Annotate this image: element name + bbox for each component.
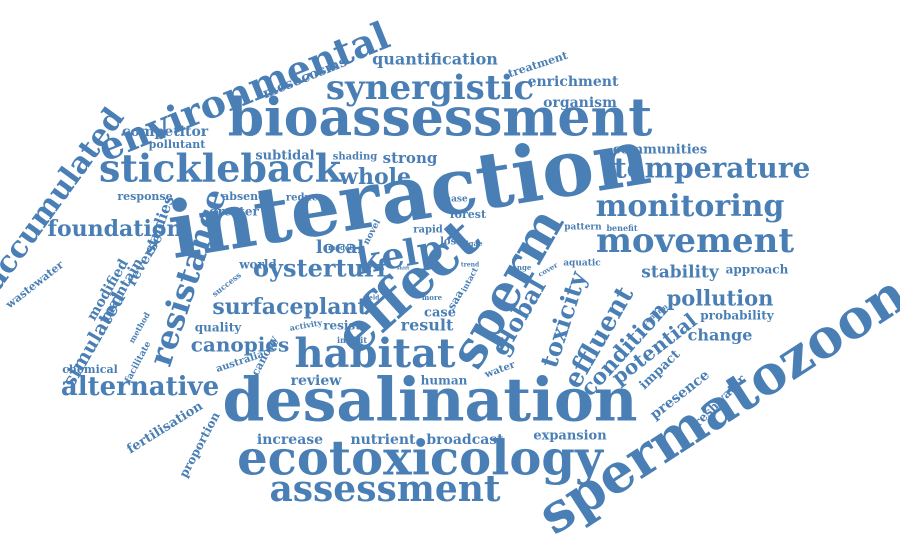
word-inhibit: inhibit	[337, 335, 367, 345]
word-synergistic: synergistic	[326, 68, 534, 108]
word-desalination: desalination	[222, 366, 637, 436]
word-human: human	[421, 374, 468, 388]
word-world: world	[238, 258, 277, 272]
word-case: case	[424, 306, 456, 321]
word-nutrient: nutrient	[350, 432, 416, 448]
word-competitor: competitor	[122, 124, 209, 140]
word-monitoring: monitoring	[596, 189, 785, 224]
word-strong: strong	[383, 149, 438, 167]
word-surfaceplant: surfaceplant	[212, 294, 368, 320]
word-change: change	[688, 326, 753, 345]
word-increase: increase	[257, 432, 323, 448]
word-canopies: canopies	[191, 333, 290, 357]
word-model: model	[328, 243, 352, 252]
word-alternative: alternative	[61, 372, 219, 402]
word-range: range	[509, 263, 532, 272]
word-quality: quality	[195, 321, 243, 335]
word-probability: probability	[700, 309, 774, 323]
word-greater: greater	[209, 205, 259, 219]
word-chemical: chemical	[62, 363, 118, 376]
word-aquatic: aquatic	[563, 259, 601, 269]
word-reduce: reduce	[286, 193, 324, 204]
word-shift: shift	[397, 266, 411, 272]
word-foundation: foundation	[48, 216, 183, 242]
word-temperature: temperature	[614, 152, 811, 185]
word-stability: stability	[641, 263, 720, 283]
word-pollution: pollution	[667, 286, 774, 311]
word-local: local	[316, 237, 364, 258]
word-review: review	[291, 373, 343, 389]
word-loss: loss	[440, 237, 462, 248]
word-result: result	[401, 316, 454, 335]
word-oysterturf: oysterturf	[253, 254, 389, 283]
word-movement: movement	[596, 221, 794, 261]
word-stickleback: stickleback	[99, 146, 342, 191]
word-trend: trend	[461, 262, 480, 269]
word-shading: shading	[333, 152, 377, 163]
word-algae: algae	[461, 239, 483, 248]
word-communities: communities	[613, 143, 707, 158]
word-pattern: pattern	[564, 223, 602, 233]
word-response: response	[117, 190, 172, 203]
word-ecotoxicology: ecotoxicology	[237, 431, 605, 487]
word-pollutant: pollutant	[149, 138, 207, 151]
word-forest: forest	[450, 208, 487, 221]
word-subtidal: subtidal	[255, 149, 314, 164]
word-absence: absence	[222, 190, 272, 203]
word-quantification: quantification	[372, 50, 498, 69]
word-broadcast: broadcast	[426, 432, 504, 448]
word-enrichment: enrichment	[528, 74, 619, 90]
word-resist: resist	[323, 319, 361, 333]
word-expansion: expansion	[533, 429, 607, 444]
word-whole: whole	[338, 164, 411, 190]
word-bioassessment: bioassessment	[228, 88, 653, 149]
word-assessment: assessment	[269, 468, 500, 510]
word-rapid: rapid	[413, 225, 443, 236]
word-approach: approach	[726, 263, 789, 277]
word-phase: phase	[438, 195, 468, 205]
word-organism: organism	[543, 95, 617, 111]
word-field: field	[365, 295, 380, 302]
word-habitat: habitat	[294, 330, 456, 377]
word-more: more	[422, 293, 443, 302]
word-benefit: benefit	[606, 223, 637, 233]
